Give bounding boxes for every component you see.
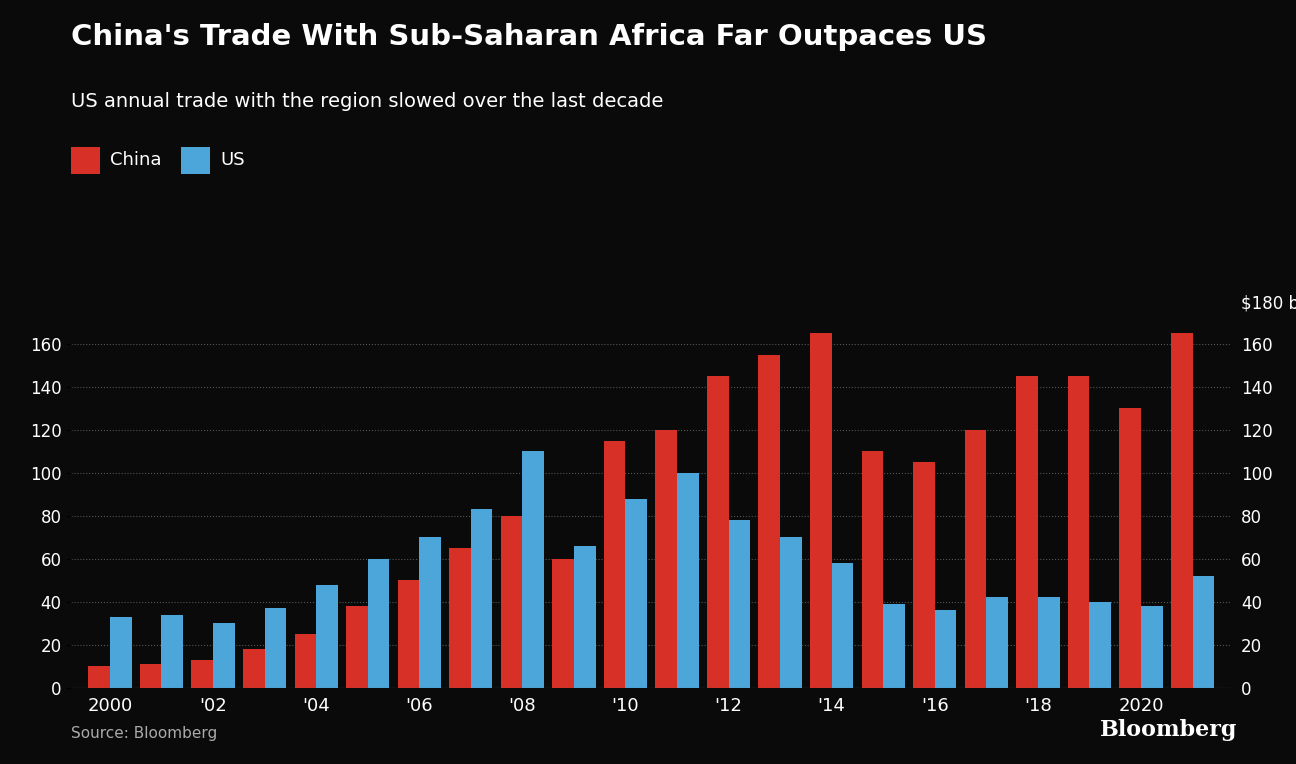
Bar (758, 354, 780, 688)
Bar (884, 604, 905, 688)
Bar (420, 537, 441, 688)
Text: China: China (110, 151, 162, 170)
Bar (470, 510, 492, 688)
Bar (1140, 606, 1163, 688)
Bar (162, 614, 183, 688)
Bar (706, 376, 728, 688)
Bar (88, 666, 110, 688)
Bar (626, 499, 647, 688)
Text: Source: Bloomberg: Source: Bloomberg (71, 726, 218, 741)
Bar (264, 608, 286, 688)
Bar (522, 452, 544, 688)
Bar (1016, 376, 1038, 688)
Bar (500, 516, 522, 688)
Bar (1038, 597, 1060, 688)
Text: Bloomberg: Bloomberg (1100, 719, 1238, 741)
Bar (316, 584, 338, 688)
Bar (552, 558, 574, 688)
Bar (934, 610, 956, 688)
Bar (140, 664, 162, 688)
Bar (398, 580, 420, 688)
Bar (810, 333, 832, 688)
Bar (780, 537, 802, 688)
Bar (728, 520, 750, 688)
Text: US annual trade with the region slowed over the last decade: US annual trade with the region slowed o… (71, 92, 664, 111)
Bar (986, 597, 1008, 688)
Bar (656, 430, 677, 688)
Bar (1170, 333, 1192, 688)
Bar (1068, 376, 1090, 688)
Bar (346, 606, 368, 688)
Bar (964, 430, 986, 688)
Bar (1090, 602, 1111, 688)
Bar (604, 441, 626, 688)
Bar (242, 649, 264, 688)
Bar (914, 462, 934, 688)
Bar (1192, 576, 1214, 688)
Text: China's Trade With Sub-Saharan Africa Far Outpaces US: China's Trade With Sub-Saharan Africa Fa… (71, 23, 988, 51)
Text: US: US (220, 151, 245, 170)
Bar (832, 563, 853, 688)
Bar (294, 634, 316, 688)
Bar (677, 473, 699, 688)
Bar (213, 623, 235, 688)
Bar (1120, 409, 1140, 688)
Bar (110, 617, 132, 688)
Bar (862, 452, 883, 688)
Bar (368, 558, 389, 688)
Bar (192, 659, 213, 688)
Bar (450, 548, 470, 688)
Bar (574, 545, 596, 688)
